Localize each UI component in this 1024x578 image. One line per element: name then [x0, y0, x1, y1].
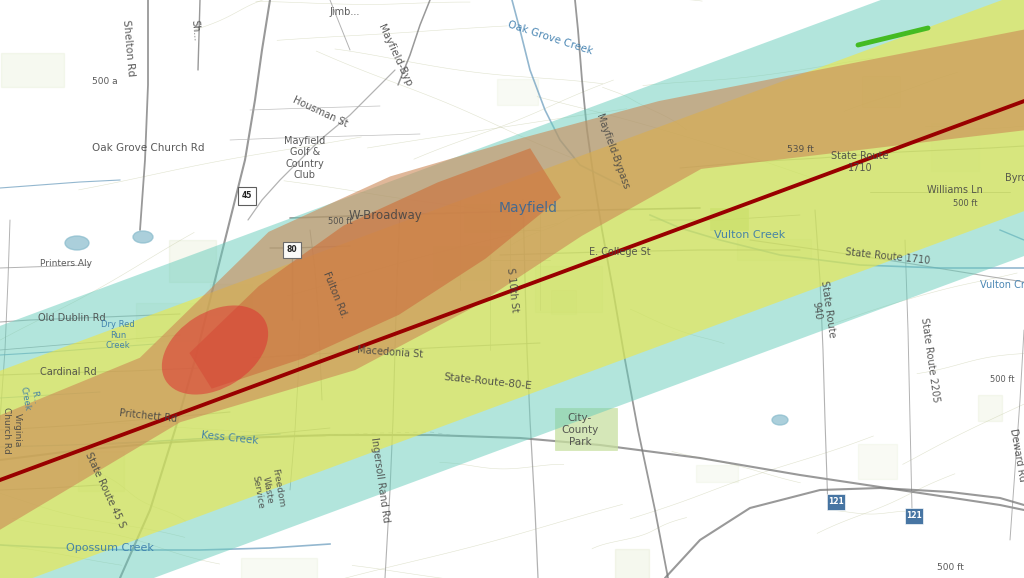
- Text: Ingersoll Rand Rd: Ingersoll Rand Rd: [369, 437, 391, 523]
- Text: Sh...: Sh...: [189, 19, 201, 41]
- Polygon shape: [0, 17, 1024, 559]
- Text: Oak Grove Church Rd: Oak Grove Church Rd: [92, 143, 204, 153]
- Text: 500 a: 500 a: [92, 77, 118, 87]
- Text: City-
County
Park: City- County Park: [561, 413, 599, 447]
- Bar: [932, 123, 979, 171]
- Ellipse shape: [65, 236, 89, 250]
- Ellipse shape: [162, 305, 268, 395]
- Text: Housman St: Housman St: [291, 95, 349, 129]
- Text: Williams Ln: Williams Ln: [927, 185, 983, 195]
- Text: State Route 1710: State Route 1710: [845, 247, 931, 265]
- Text: Mayfield-Bypass: Mayfield-Bypass: [594, 113, 631, 191]
- Bar: [858, 444, 897, 479]
- Bar: [535, 266, 602, 312]
- Text: 45: 45: [242, 191, 252, 201]
- Bar: [170, 240, 216, 282]
- Bar: [1, 53, 65, 87]
- Bar: [615, 549, 649, 578]
- Text: 500 ft: 500 ft: [328, 217, 352, 227]
- Bar: [238, 187, 256, 205]
- Text: 500 ft: 500 ft: [990, 376, 1014, 384]
- Bar: [464, 204, 523, 232]
- Bar: [710, 208, 748, 230]
- Bar: [861, 76, 900, 107]
- Text: Freedom
Waste
Service: Freedom Waste Service: [250, 468, 286, 512]
- Bar: [498, 79, 538, 105]
- Bar: [978, 395, 1001, 421]
- Bar: [736, 239, 811, 260]
- Text: Byro...: Byro...: [1005, 173, 1024, 183]
- Text: 500 ft: 500 ft: [952, 199, 977, 209]
- Text: Vulton Cre...: Vulton Cre...: [980, 280, 1024, 290]
- Text: 500 ft: 500 ft: [937, 564, 964, 572]
- Text: Macedonia St: Macedonia St: [356, 344, 423, 360]
- Text: Pritchett Rd: Pritchett Rd: [119, 408, 177, 424]
- Ellipse shape: [772, 415, 788, 425]
- Text: Fulton Rd.: Fulton Rd.: [322, 271, 349, 320]
- Text: Shelton Rd: Shelton Rd: [121, 19, 135, 77]
- Text: Printers Aly: Printers Aly: [40, 260, 92, 269]
- Text: 121: 121: [906, 512, 922, 521]
- Text: Jimb...: Jimb...: [330, 7, 360, 17]
- Bar: [283, 242, 301, 258]
- Text: R...
Creek: R... Creek: [18, 384, 42, 412]
- Bar: [827, 494, 845, 510]
- Text: Mayfield-Byp: Mayfield-Byp: [376, 23, 414, 88]
- Text: S 10th St: S 10th St: [505, 267, 519, 313]
- Text: Opossum Creek: Opossum Creek: [67, 543, 154, 553]
- Text: Virginia
Church Rd: Virginia Church Rd: [2, 406, 22, 453]
- Text: 539 ft: 539 ft: [786, 146, 813, 154]
- Ellipse shape: [133, 231, 153, 243]
- Text: E. College St: E. College St: [589, 247, 651, 257]
- Bar: [78, 451, 125, 491]
- Text: Old Dublin Rd: Old Dublin Rd: [38, 313, 105, 323]
- Text: State-Route-80-E: State-Route-80-E: [443, 372, 532, 392]
- Text: Mayfield: Mayfield: [499, 201, 557, 215]
- Text: 121: 121: [828, 498, 844, 506]
- Bar: [210, 284, 252, 316]
- Text: State Route
1710: State Route 1710: [831, 151, 889, 173]
- Text: State Route 2205: State Route 2205: [920, 317, 941, 403]
- Text: Mayfield
Golf &
Country
Club: Mayfield Golf & Country Club: [285, 136, 326, 180]
- Text: State Route 45 S: State Route 45 S: [83, 451, 127, 529]
- Text: W-Broadway: W-Broadway: [348, 209, 422, 221]
- Bar: [695, 465, 738, 482]
- Text: Vulton Creek: Vulton Creek: [715, 230, 785, 240]
- Text: Cardinal Rd: Cardinal Rd: [40, 367, 96, 377]
- Bar: [905, 508, 923, 524]
- Bar: [432, 246, 490, 280]
- Text: State Route
940: State Route 940: [807, 280, 837, 340]
- Bar: [551, 290, 575, 314]
- Text: Kess Creek: Kess Creek: [201, 430, 259, 446]
- Bar: [241, 558, 317, 578]
- Bar: [136, 302, 202, 341]
- Text: Dry Red
Run
Creek: Dry Red Run Creek: [101, 320, 135, 350]
- Polygon shape: [189, 148, 561, 388]
- Text: 80: 80: [287, 246, 297, 254]
- Text: Oak Grove Creek: Oak Grove Creek: [506, 20, 594, 57]
- Text: Deward Rd: Deward Rd: [1009, 428, 1024, 482]
- Bar: [555, 408, 617, 450]
